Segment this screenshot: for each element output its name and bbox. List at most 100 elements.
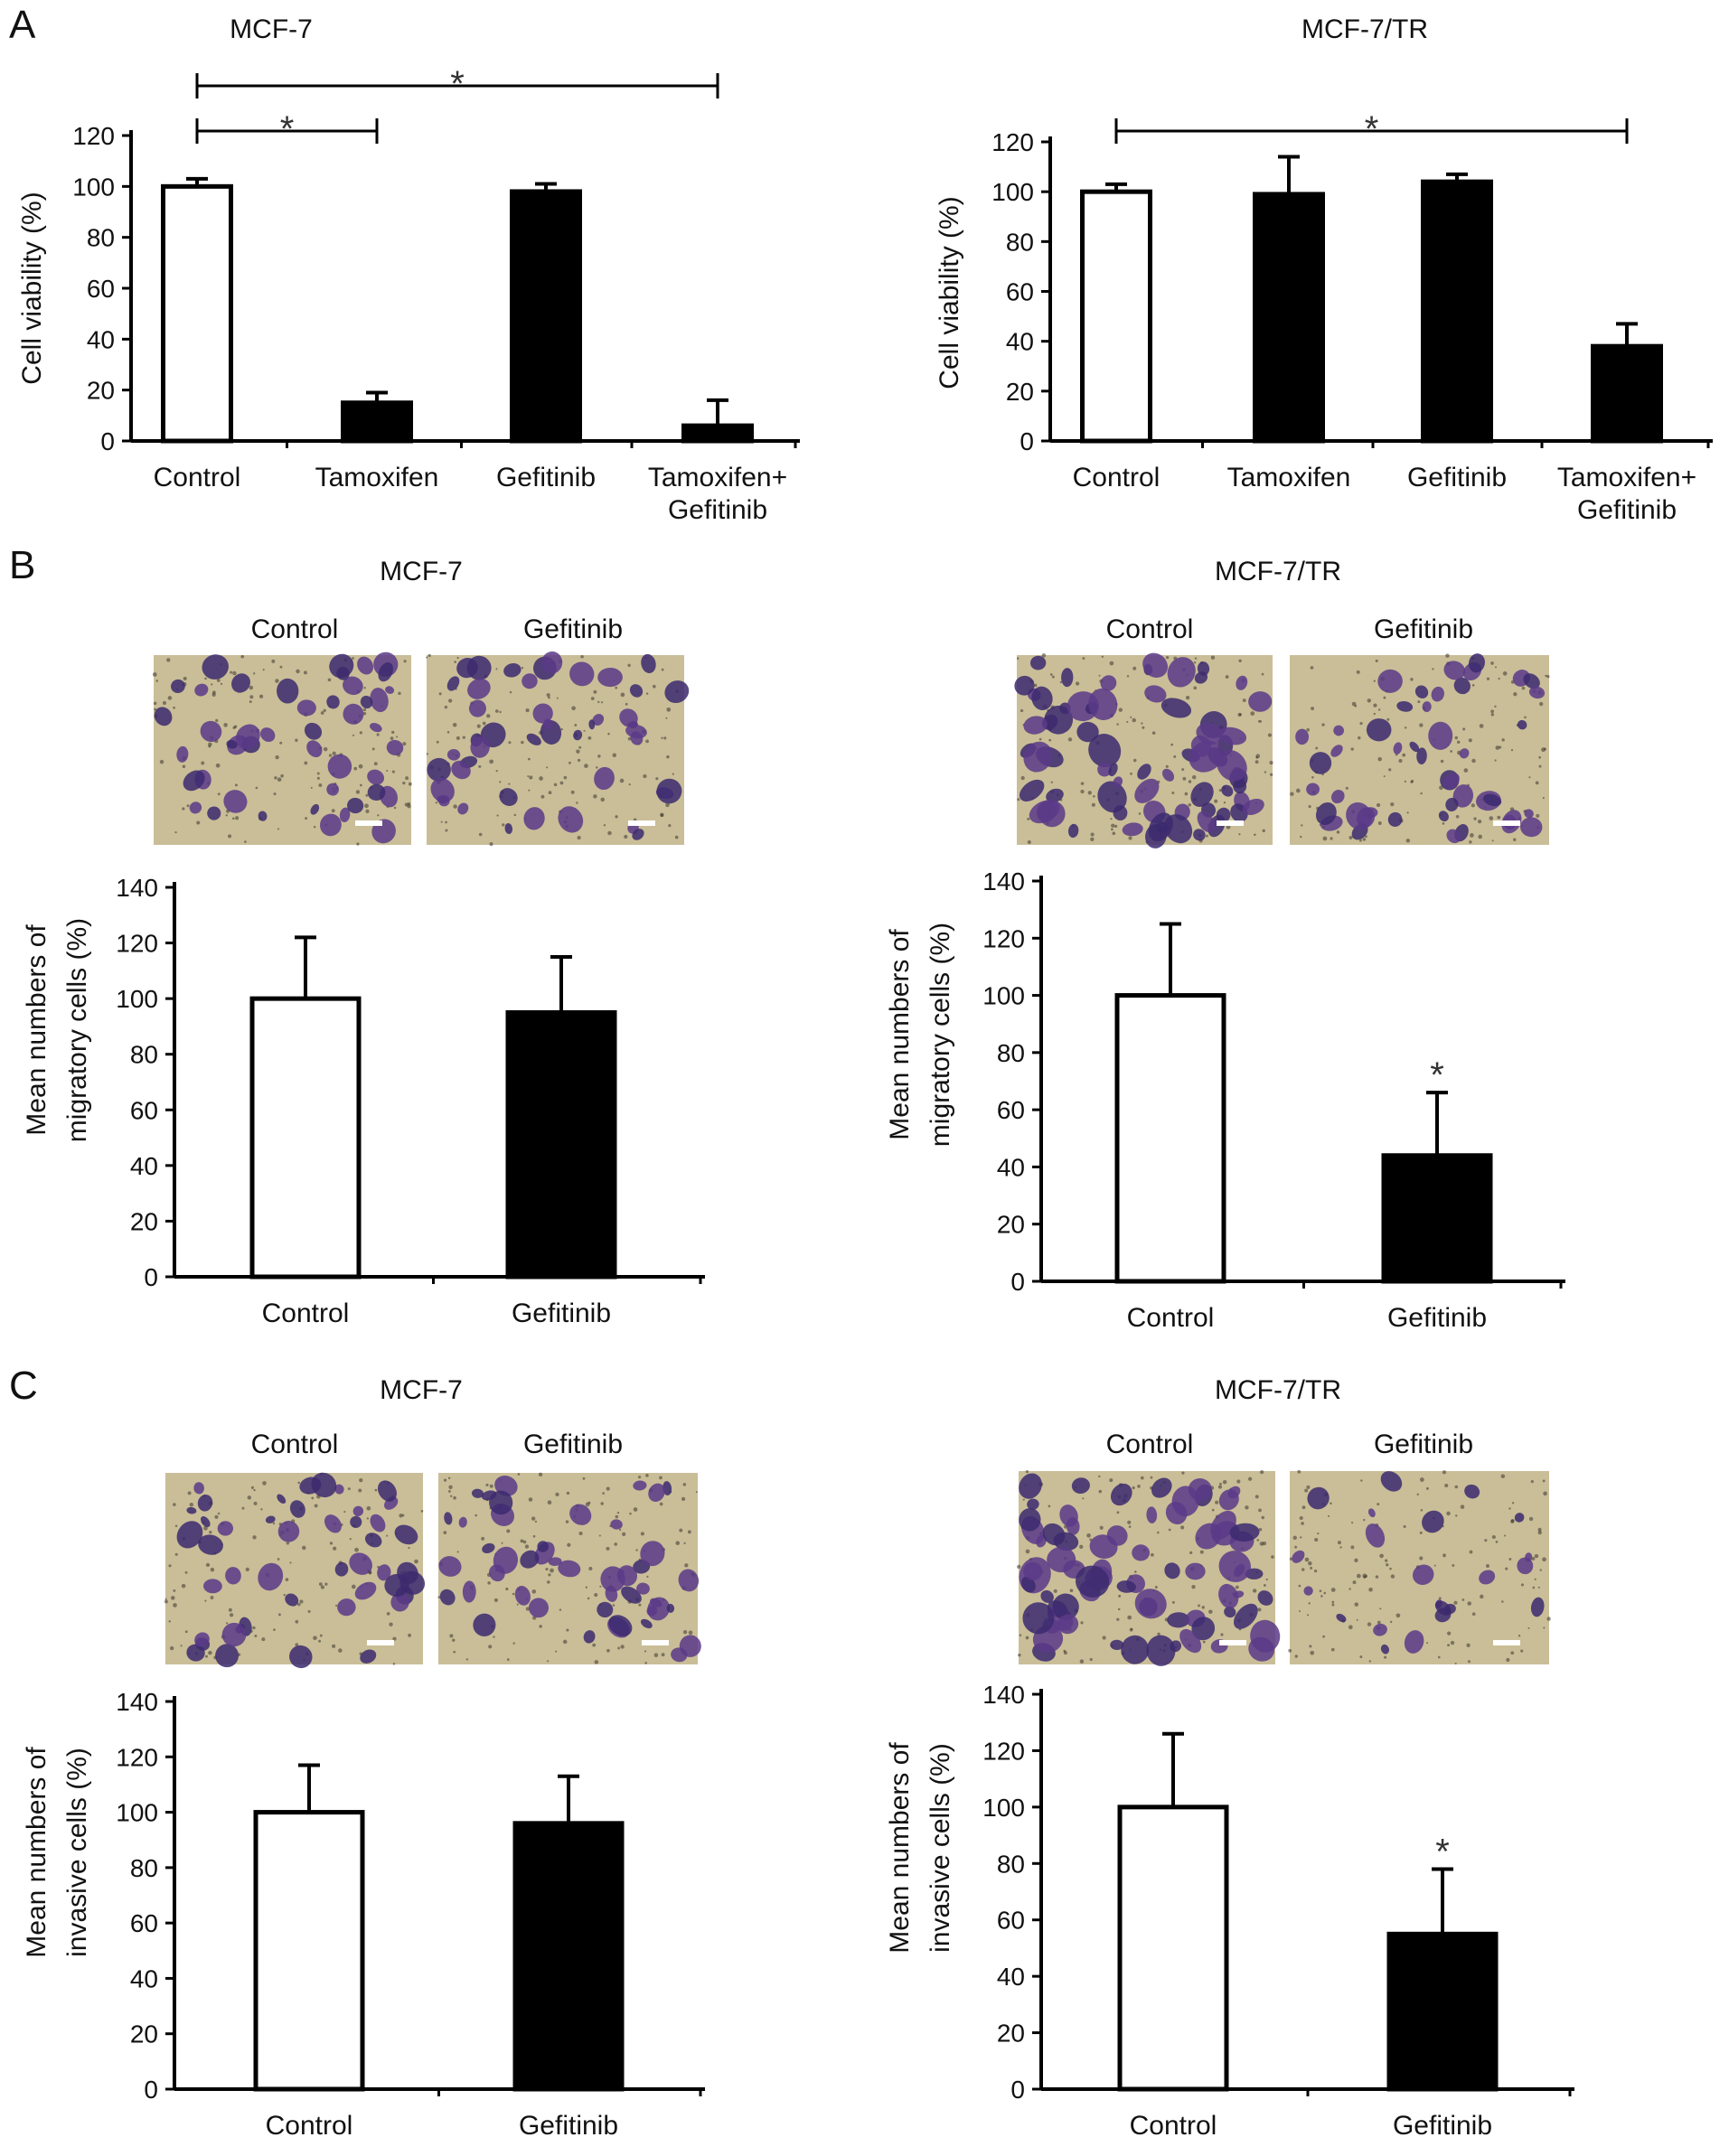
pore-dot bbox=[159, 759, 164, 764]
pore-dot bbox=[1225, 675, 1229, 679]
pore-dot bbox=[1193, 661, 1197, 664]
pore-dot bbox=[1154, 1586, 1158, 1589]
pore-dot bbox=[214, 1514, 219, 1519]
pore-dot bbox=[1258, 1527, 1263, 1532]
pore-dot bbox=[1110, 828, 1114, 831]
pore-dot bbox=[1330, 1588, 1336, 1592]
pore-dot bbox=[1322, 1635, 1326, 1638]
pore-dot bbox=[1150, 1476, 1153, 1479]
pore-dot bbox=[525, 708, 530, 713]
stained-cell bbox=[1248, 691, 1273, 712]
pore-dot bbox=[453, 804, 457, 809]
stained-cell bbox=[226, 739, 238, 749]
pore-dot bbox=[1261, 672, 1264, 676]
stained-cell bbox=[1257, 1590, 1273, 1606]
pore-dot bbox=[1490, 661, 1494, 665]
pore-dot bbox=[1247, 1476, 1253, 1481]
stained-cell bbox=[189, 801, 202, 814]
pore-dot bbox=[1034, 683, 1038, 688]
pore-dot bbox=[1534, 1578, 1536, 1580]
pore-dot bbox=[204, 677, 207, 680]
stained-cell bbox=[1137, 764, 1151, 780]
pore-dot bbox=[682, 1630, 688, 1635]
stained-cell bbox=[592, 714, 605, 726]
pore-dot bbox=[1542, 797, 1545, 800]
pore-dot bbox=[1454, 736, 1459, 740]
pore-dot bbox=[254, 1635, 258, 1637]
pore-dot bbox=[1025, 1470, 1029, 1474]
pore-dot bbox=[1294, 1654, 1299, 1658]
panel-label-C: C bbox=[9, 1364, 38, 1408]
stained-cell bbox=[367, 783, 386, 801]
micrograph-gefitinib bbox=[437, 1472, 701, 1664]
pore-dot bbox=[594, 1592, 598, 1598]
stained-cell bbox=[1185, 1562, 1206, 1580]
pore-dot bbox=[1295, 788, 1301, 793]
scale-bar bbox=[628, 820, 655, 826]
pore-dot bbox=[1348, 836, 1353, 840]
pore-dot bbox=[324, 1582, 328, 1586]
pore-dot bbox=[597, 755, 601, 758]
pore-dot bbox=[1311, 775, 1314, 779]
micrograph-control bbox=[1017, 1469, 1281, 1666]
pore-dot bbox=[489, 1484, 493, 1488]
pore-dot bbox=[1457, 740, 1461, 745]
pore-dot bbox=[1025, 1636, 1029, 1640]
stained-cell bbox=[1146, 1635, 1176, 1666]
y-tick-label: 100 bbox=[991, 178, 1034, 206]
pore-dot bbox=[1537, 1586, 1540, 1589]
pore-dot bbox=[232, 670, 237, 676]
stained-cell bbox=[223, 790, 248, 813]
pore-dot bbox=[391, 730, 395, 735]
bar-control bbox=[161, 183, 233, 444]
pore-dot bbox=[566, 1491, 570, 1495]
stained-cell bbox=[430, 777, 455, 803]
bar-control bbox=[1117, 1804, 1229, 2092]
pore-dot bbox=[359, 1477, 363, 1483]
pore-dot bbox=[489, 759, 494, 764]
pore-dot bbox=[1536, 813, 1540, 818]
stained-cell bbox=[377, 1564, 391, 1581]
pore-dot bbox=[1198, 1604, 1200, 1608]
pore-dot bbox=[1494, 666, 1497, 669]
y-tick-label: 80 bbox=[997, 1039, 1025, 1067]
stained-cell bbox=[258, 1562, 284, 1591]
pore-dot bbox=[1310, 666, 1314, 670]
pore-dot bbox=[1359, 1655, 1363, 1659]
pore-dot bbox=[320, 1585, 324, 1589]
pore-dot bbox=[1469, 1550, 1473, 1554]
pore-dot bbox=[205, 1562, 211, 1567]
pore-dot bbox=[1299, 1610, 1301, 1613]
significance-bracket: * bbox=[195, 64, 719, 104]
pore-dot bbox=[597, 700, 600, 704]
pore-dot bbox=[307, 1609, 311, 1613]
pore-dot bbox=[521, 667, 524, 670]
stained-cell bbox=[193, 1482, 204, 1495]
pore-dot bbox=[1545, 674, 1547, 678]
pore-dot bbox=[215, 718, 219, 723]
pore-dot bbox=[578, 745, 582, 749]
pore-dot bbox=[316, 772, 320, 775]
stained-cell bbox=[1422, 701, 1432, 713]
pore-dot bbox=[1254, 1495, 1259, 1499]
pore-dot bbox=[1188, 802, 1192, 807]
pore-dot bbox=[250, 1486, 254, 1489]
pore-dot bbox=[347, 1487, 351, 1491]
pore-dot bbox=[1385, 1559, 1388, 1562]
pore-dot bbox=[681, 1496, 686, 1501]
stained-cell bbox=[1021, 1576, 1036, 1593]
pore-dot bbox=[1027, 839, 1031, 845]
pore-dot bbox=[275, 755, 279, 760]
pore-dot bbox=[1256, 1539, 1260, 1542]
stained-cell bbox=[1422, 1510, 1444, 1533]
pore-dot bbox=[152, 672, 157, 677]
stained-cell bbox=[640, 1618, 653, 1629]
stained-cell bbox=[503, 663, 522, 678]
pore-dot bbox=[274, 776, 277, 780]
pore-dot bbox=[1137, 1485, 1141, 1488]
pore-dot bbox=[1367, 1622, 1372, 1626]
pore-dot bbox=[1022, 1498, 1025, 1501]
stained-cell bbox=[1387, 811, 1403, 827]
significance-star: * bbox=[1435, 1833, 1450, 1872]
stained-cell bbox=[1292, 1550, 1305, 1563]
